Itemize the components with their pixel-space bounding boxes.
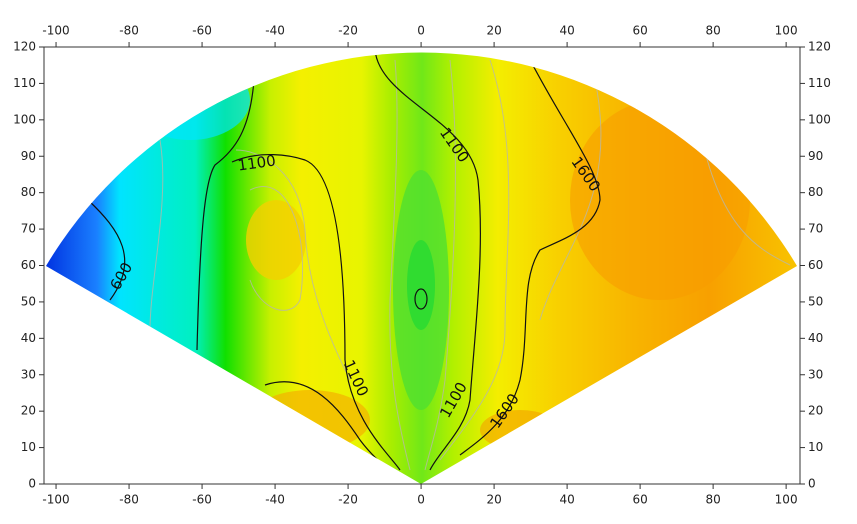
x-tick-label-top: 60 bbox=[632, 24, 647, 38]
y-tick-label-right: 120 bbox=[808, 40, 831, 54]
y-tick-label-right: 60 bbox=[808, 258, 823, 272]
y-tick-label: 0 bbox=[28, 477, 36, 491]
x-tick-label-top: -100 bbox=[42, 24, 69, 38]
x-tick-label-top: 80 bbox=[705, 24, 720, 38]
x-tick-label: -100 bbox=[42, 493, 69, 507]
y-tick-label-right: 50 bbox=[808, 294, 823, 308]
y-tick-label-right: 30 bbox=[808, 367, 823, 381]
y-tick-label: 20 bbox=[21, 404, 36, 418]
y-tick-label: 70 bbox=[21, 222, 36, 236]
x-tick-label: -80 bbox=[119, 493, 139, 507]
x-tick-label-top: 100 bbox=[775, 24, 798, 38]
y-tick-label-right: 100 bbox=[808, 112, 831, 126]
y-tick-label: 110 bbox=[13, 76, 36, 90]
x-tick-label-top: -60 bbox=[192, 24, 212, 38]
x-tick-label-top: 0 bbox=[417, 24, 425, 38]
y-tick-label: 50 bbox=[21, 294, 36, 308]
x-tick-label: 40 bbox=[559, 493, 574, 507]
x-tick-label: 100 bbox=[775, 493, 798, 507]
x-tick-label: 60 bbox=[632, 493, 647, 507]
contour-label: 1100 bbox=[237, 151, 277, 174]
contour-field bbox=[46, 52, 797, 485]
y-tick-label: 30 bbox=[21, 367, 36, 381]
x-tick-label-top: 40 bbox=[559, 24, 574, 38]
y-tick-label: 100 bbox=[13, 112, 36, 126]
x-tick-label-top: -20 bbox=[338, 24, 358, 38]
y-tick-label-right: 110 bbox=[808, 76, 831, 90]
y-tick-label-right: 20 bbox=[808, 404, 823, 418]
y-tick-label-right: 40 bbox=[808, 331, 823, 345]
y-tick-label-right: 80 bbox=[808, 185, 823, 199]
x-tick-label: -40 bbox=[265, 493, 285, 507]
y-tick-label: 120 bbox=[13, 40, 36, 54]
x-tick-label: 0 bbox=[417, 493, 425, 507]
x-tick-label: 20 bbox=[486, 493, 501, 507]
x-tick-label: 80 bbox=[705, 493, 720, 507]
y-tick-label-right: 10 bbox=[808, 440, 823, 454]
x-tick-label-top: -40 bbox=[265, 24, 285, 38]
y-tick-label-right: 0 bbox=[808, 477, 816, 491]
y-tick-label-right: 70 bbox=[808, 222, 823, 236]
x-tick-label-top: -80 bbox=[119, 24, 139, 38]
y-tick-label: 90 bbox=[21, 149, 36, 163]
y-tick-label: 40 bbox=[21, 331, 36, 345]
y-tick-label: 60 bbox=[21, 258, 36, 272]
x-tick-label: -60 bbox=[192, 493, 212, 507]
y-tick-label: 10 bbox=[21, 440, 36, 454]
y-tick-label-right: 90 bbox=[808, 149, 823, 163]
x-tick-label: -20 bbox=[338, 493, 358, 507]
y-tick-label: 80 bbox=[21, 185, 36, 199]
x-tick-label-top: 20 bbox=[486, 24, 501, 38]
